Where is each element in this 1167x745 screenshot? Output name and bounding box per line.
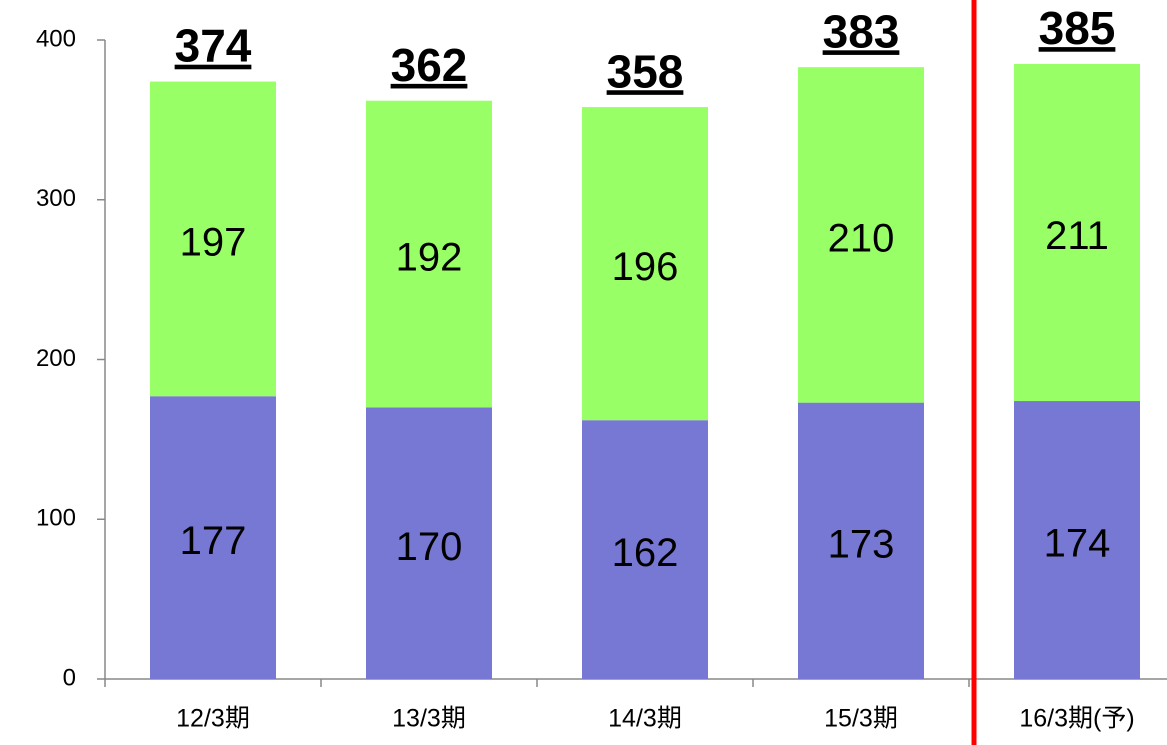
total-label: 385 (1039, 2, 1116, 54)
bar-segment (1014, 63, 1140, 402)
bar-segment (582, 420, 708, 679)
x-tick-label: 14/3期 (608, 705, 682, 733)
y-tick-label: 100 (36, 505, 76, 532)
segment-label: 192 (396, 236, 463, 280)
total-label: 362 (391, 39, 468, 91)
total-label: 358 (607, 45, 684, 97)
x-tick-label: 15/3期 (824, 705, 898, 733)
segment-label: 177 (180, 519, 247, 563)
segment-label: 173 (828, 522, 895, 566)
bar-segment (798, 402, 924, 679)
total-label: 374 (175, 20, 252, 72)
y-tick-label: 0 (63, 664, 76, 691)
segment-label: 197 (180, 220, 247, 264)
x-tick-label: 16/3期(予) (1019, 705, 1134, 733)
segment-label: 170 (396, 525, 463, 569)
x-tick-label: 13/3期 (392, 705, 466, 733)
bar-segment (366, 100, 492, 408)
segment-label: 174 (1044, 522, 1111, 566)
bar-segment (798, 67, 924, 403)
bar-segment (1014, 401, 1140, 679)
total-label: 383 (823, 5, 900, 57)
y-tick-label: 400 (36, 25, 76, 52)
bar-segment (150, 81, 276, 397)
segment-label: 211 (1045, 214, 1109, 258)
segment-label: 162 (612, 531, 679, 575)
segment-label: 196 (612, 245, 679, 289)
y-tick-label: 200 (36, 345, 76, 372)
bar-segment (366, 407, 492, 679)
bar-segment (582, 107, 708, 421)
x-tick-label: 12/3期 (176, 705, 250, 733)
bar-segment (150, 396, 276, 679)
y-tick-label: 300 (36, 185, 76, 212)
segment-label: 210 (828, 216, 895, 260)
